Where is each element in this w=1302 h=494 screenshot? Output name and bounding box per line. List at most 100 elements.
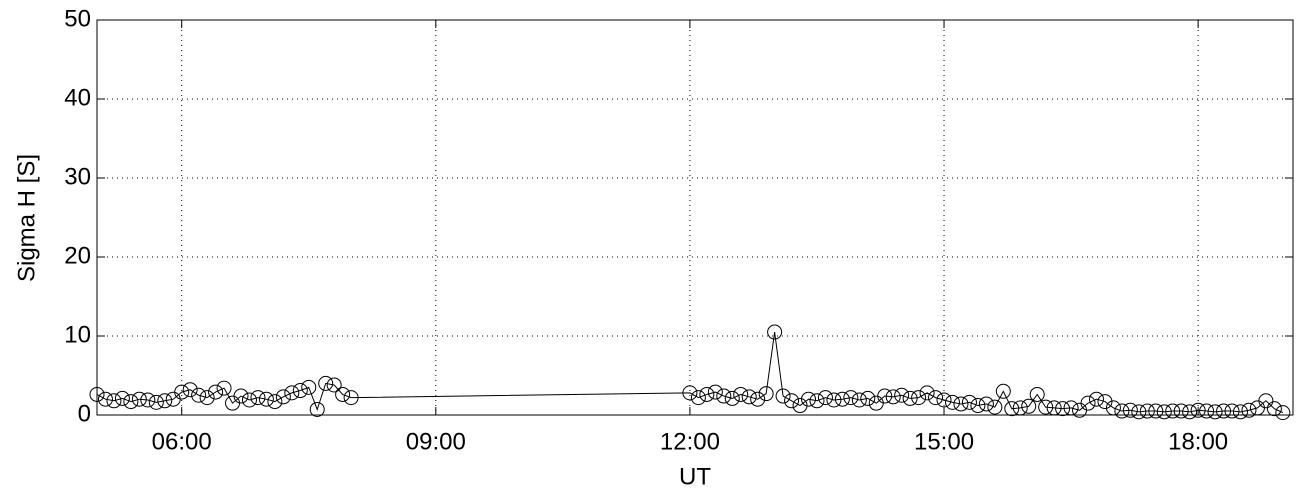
data-point — [106, 393, 122, 409]
data-point — [1139, 403, 1155, 419]
data-point — [987, 399, 1003, 415]
data-point — [182, 382, 198, 398]
data-point — [682, 385, 698, 401]
data-point — [140, 392, 156, 408]
x-tick-label: 15:00 — [914, 428, 974, 455]
data-point — [1232, 404, 1248, 420]
data-point — [767, 324, 783, 340]
data-point — [826, 392, 842, 408]
data-point — [877, 388, 893, 404]
data-point — [1063, 400, 1079, 416]
data-point — [301, 379, 317, 395]
x-axis-label: UT — [679, 463, 711, 490]
data-point — [1114, 403, 1130, 419]
data-point — [724, 390, 740, 406]
data-point — [241, 392, 257, 408]
data-point — [250, 390, 266, 406]
data-point — [1182, 404, 1198, 420]
data-point — [1080, 395, 1096, 411]
data-point — [233, 388, 249, 404]
data-point — [936, 392, 952, 408]
data-point — [1266, 401, 1282, 417]
data-point — [894, 387, 910, 403]
data-point — [199, 390, 215, 406]
plot-frame — [96, 19, 1294, 416]
x-tick-label: 12:00 — [660, 428, 720, 455]
y-tick-label: 50 — [64, 5, 91, 32]
data-point — [343, 390, 359, 406]
y-tick-label: 20 — [64, 242, 91, 269]
data-point — [157, 393, 173, 409]
data-point — [733, 386, 749, 402]
x-tick-label: 09:00 — [406, 428, 466, 455]
data-point — [860, 390, 876, 406]
data-point — [1190, 402, 1206, 418]
data-point — [885, 389, 901, 405]
data-point — [1207, 404, 1223, 420]
y-tick-label: 0 — [78, 400, 91, 427]
data-point — [1165, 403, 1181, 419]
data-point — [978, 396, 994, 412]
data-point — [174, 384, 190, 400]
data-point — [1097, 394, 1113, 410]
data-point — [1021, 398, 1037, 414]
y-tick-label: 40 — [64, 84, 91, 111]
data-point — [758, 386, 774, 402]
data-point — [707, 384, 723, 400]
x-tick-label: 06:00 — [152, 428, 212, 455]
data-point — [258, 391, 274, 407]
data-point — [1199, 403, 1215, 419]
data-point — [801, 391, 817, 407]
data-point — [944, 394, 960, 410]
data-point — [1105, 400, 1121, 416]
data-point — [1275, 405, 1291, 421]
data-point — [1055, 401, 1071, 417]
data-point — [1038, 399, 1054, 415]
data-point — [911, 390, 927, 406]
data-point — [1241, 402, 1257, 418]
data-point — [1088, 391, 1104, 407]
data-point — [216, 380, 232, 396]
data-point — [1131, 404, 1147, 420]
data-point — [928, 390, 944, 406]
data-point — [699, 386, 715, 402]
data-point — [792, 398, 808, 414]
data-point — [961, 394, 977, 410]
data-point — [690, 390, 706, 406]
data-point — [267, 394, 283, 410]
data-point — [1224, 403, 1240, 419]
data-point — [148, 394, 164, 410]
x-tick-label: 18:00 — [1168, 428, 1228, 455]
data-point — [1216, 403, 1232, 419]
data-point — [716, 388, 732, 404]
data-point — [208, 384, 224, 400]
data-point — [970, 398, 986, 414]
data-point — [995, 383, 1011, 399]
data-point — [1173, 403, 1189, 419]
data-point — [309, 401, 325, 417]
data-point — [123, 394, 139, 410]
data-point — [318, 375, 334, 391]
data-point — [1122, 402, 1138, 418]
data-point — [275, 389, 291, 405]
data-point — [89, 386, 105, 402]
data-point — [809, 393, 825, 409]
data-point — [326, 377, 342, 393]
data-point — [292, 383, 308, 399]
data-point — [902, 390, 918, 406]
data-point — [1046, 400, 1062, 416]
data-point — [1258, 393, 1274, 409]
data-point — [335, 386, 351, 402]
y-tick-label: 10 — [64, 321, 91, 348]
data-point — [750, 391, 766, 407]
data-point — [953, 396, 969, 412]
data-point — [775, 388, 791, 404]
y-tick-label: 30 — [64, 163, 91, 190]
data-point — [784, 393, 800, 409]
data-point — [851, 392, 867, 408]
data-point — [191, 387, 207, 403]
data-point — [284, 385, 300, 401]
data-point — [1004, 401, 1020, 417]
data-point — [919, 385, 935, 401]
